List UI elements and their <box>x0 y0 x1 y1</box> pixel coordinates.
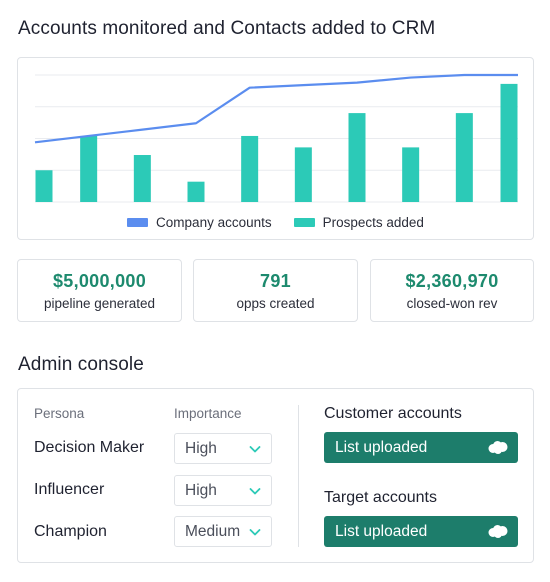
persona-column-header: Persona <box>34 406 85 421</box>
persona-champion: Champion <box>34 523 107 540</box>
stat-card-opps: 791 opps created <box>193 259 358 322</box>
stat-value: 791 <box>260 271 291 291</box>
button-label: List uploaded <box>335 522 428 540</box>
select-value: Medium <box>185 522 241 540</box>
chevron-down-icon <box>249 445 261 452</box>
persona-influencer: Influencer <box>34 481 105 498</box>
stat-card-pipeline: $5,000,000 pipeline generated <box>17 259 182 322</box>
stat-value: $2,360,970 <box>405 271 499 291</box>
chart-section-title: Accounts monitored and Contacts added to… <box>18 18 436 39</box>
bar-prospects-added <box>500 83 518 202</box>
legend-label: Company accounts <box>156 215 272 230</box>
chevron-down-icon <box>249 487 261 494</box>
salesforce-cloud-icon <box>488 525 508 538</box>
button-label: List uploaded <box>335 438 428 456</box>
legend-label: Prospects added <box>322 215 424 230</box>
customer-accounts-title: Customer accounts <box>324 405 462 422</box>
customer-accounts-upload-button[interactable]: List uploaded <box>324 432 518 463</box>
column-divider <box>298 405 299 547</box>
bar-prospects-added <box>455 113 473 202</box>
bar-prospects-added <box>80 135 98 202</box>
importance-column-header: Importance <box>174 406 242 421</box>
salesforce-cloud-icon <box>488 441 508 454</box>
bar-prospects-added <box>187 181 205 202</box>
stat-label: opps created <box>236 296 315 311</box>
importance-select-influencer[interactable]: High <box>174 475 272 506</box>
select-value: High <box>185 439 217 457</box>
stat-card-closed-won: $2,360,970 closed-won rev <box>370 259 534 322</box>
target-accounts-title: Target accounts <box>324 489 437 506</box>
select-value: High <box>185 481 217 499</box>
importance-select-champion[interactable]: Medium <box>174 516 272 547</box>
legend-item-company-accounts[interactable]: Company accounts <box>127 215 272 230</box>
bar-prospects-added <box>241 135 259 202</box>
legend-item-prospects-added[interactable]: Prospects added <box>293 215 424 230</box>
admin-console-title: Admin console <box>18 354 144 375</box>
stat-label: closed-won rev <box>406 296 498 311</box>
chart-legend: Company accounts Prospects added <box>18 215 533 230</box>
bar-prospects-added <box>348 113 366 202</box>
bar-prospects-added <box>402 147 420 202</box>
admin-console-card: Persona Importance Decision Maker High I… <box>17 388 534 563</box>
bar-prospects-added <box>133 155 151 202</box>
bar-prospects-added <box>35 170 53 202</box>
legend-swatch-bar <box>293 218 315 227</box>
bar-prospects-added <box>294 147 312 202</box>
persona-decision-maker: Decision Maker <box>34 439 145 456</box>
legend-swatch-line <box>127 218 149 227</box>
line-company-accounts <box>34 73 518 144</box>
importance-select-decision-maker[interactable]: High <box>174 433 272 464</box>
stat-value: $5,000,000 <box>52 271 147 291</box>
chart-card: Company accounts Prospects added <box>17 57 534 240</box>
chevron-down-icon <box>249 528 261 535</box>
stat-label: pipeline generated <box>43 296 156 311</box>
target-accounts-upload-button[interactable]: List uploaded <box>324 516 518 547</box>
combo-chart <box>34 73 518 203</box>
